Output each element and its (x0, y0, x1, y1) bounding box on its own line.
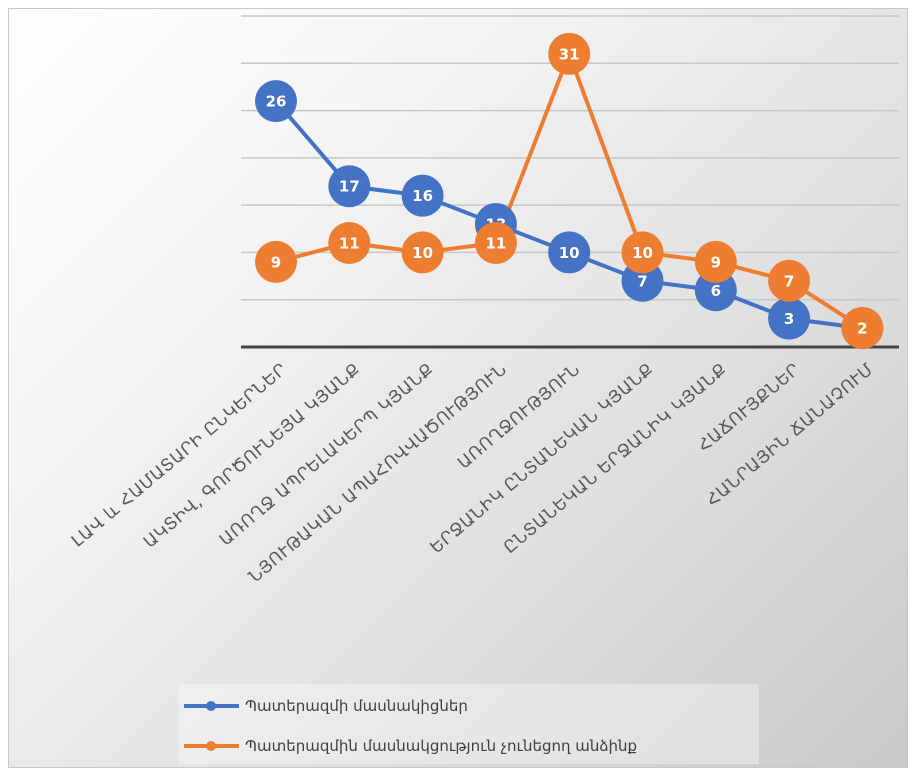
data-label: 9 (271, 253, 281, 271)
category-label: ԱՌՈՂՋՈՒԹՅՈՒՆ (454, 360, 584, 474)
legend-swatch-marker (206, 701, 216, 711)
series-2-markers: 9 11 10 11 31 10 9 7 2 (255, 32, 884, 350)
legend-label: Պատերազմի մասնակիցներ (245, 697, 468, 715)
data-label: 7 (637, 272, 647, 290)
data-label: 16 (412, 187, 433, 205)
data-point (621, 231, 664, 274)
data-point (255, 240, 297, 283)
data-point (401, 174, 444, 217)
data-label: 17 (339, 178, 360, 196)
data-label: 10 (559, 244, 580, 262)
data-point (328, 165, 371, 208)
data-label: 10 (632, 244, 653, 262)
data-point (548, 231, 591, 274)
data-label: 31 (559, 45, 580, 63)
legend-box (179, 684, 759, 764)
data-label: 11 (339, 234, 360, 252)
data-label: 6 (711, 282, 721, 300)
series-1-markers: 26171613107632 (255, 80, 884, 350)
data-point (474, 221, 517, 264)
chart-frame: 2617161310763291110113110972 ԼԱՎ և ՀԱՄԱՏ… (8, 8, 908, 768)
legend-item-2: Պատերազմին մասնակցություն չունեցող անձին… (184, 737, 637, 755)
data-point (548, 32, 591, 75)
data-label: 11 (485, 234, 506, 252)
data-label: 26 (266, 93, 287, 111)
data-point (401, 231, 444, 274)
legend-item-1: Պատերազմի մասնակիցներ (184, 697, 468, 715)
data-label: 9 (711, 253, 721, 271)
data-point (768, 297, 811, 340)
line-chart: 2617161310763291110113110972 ԼԱՎ և ՀԱՄԱՏ… (68, 15, 899, 764)
data-label: 10 (412, 244, 433, 262)
data-label: 2 (857, 320, 867, 338)
data-label: 3 (784, 310, 794, 328)
series-layer: 2617161310763291110113110972 (255, 32, 884, 350)
data-point (255, 80, 297, 123)
data-point (328, 221, 371, 264)
data-point (694, 240, 737, 283)
legend: Պատերազմի մասնակիցներ Պատերազմին մասնակցո… (179, 684, 759, 764)
category-label: ՆՅՈՒԹԱԿԱՆ ԱՊԱՀՈՎՎԱԾՈՒԹՅՈՒՆ (245, 360, 511, 588)
data-point (768, 259, 811, 302)
legend-swatch-marker (206, 741, 216, 751)
data-label: 7 (784, 272, 794, 290)
legend-label: Պատերազմին մասնակցություն չունեցող անձին… (245, 737, 637, 755)
data-point (841, 307, 884, 350)
